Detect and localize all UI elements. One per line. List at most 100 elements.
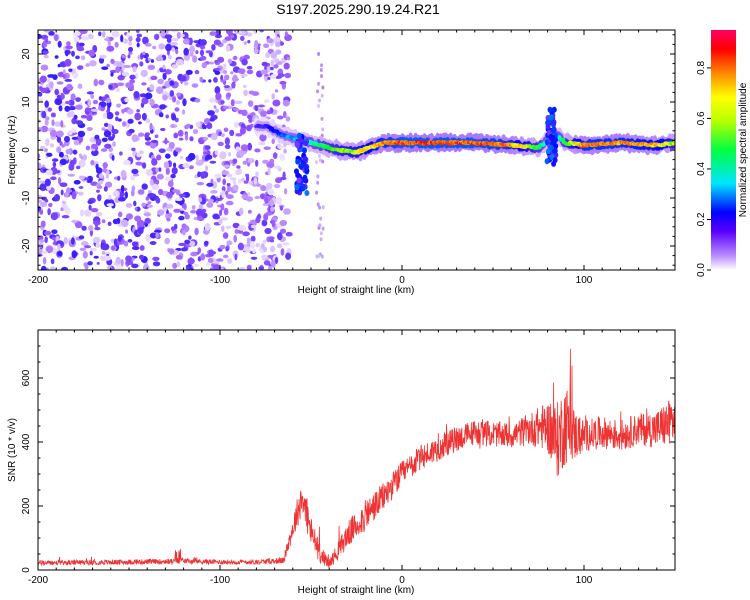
spectrogram-noise-blob [176, 92, 182, 97]
spectrogram-noise-blob [140, 69, 148, 78]
spectrogram-noise-blob [228, 151, 231, 157]
spectrogram-noise-blob [92, 236, 101, 244]
spectrogram-cluster-blob [551, 119, 557, 126]
spectrogram-noise-blob [59, 158, 67, 166]
spectrogram-noise-blob [150, 141, 157, 149]
spectrogram-noise-blob [270, 260, 276, 268]
spectrogram-noise-blob [101, 127, 106, 131]
spectrogram-noise-blob [84, 209, 92, 217]
spectrogram-cluster-blob [304, 190, 310, 196]
spectrogram-noise-blob [255, 243, 261, 248]
spectrogram-noise-blob [273, 165, 282, 169]
spectrogram-noise-blob [246, 196, 254, 202]
spectrogram-noise-blob [316, 89, 319, 94]
spectrogram-noise-blob [248, 158, 255, 164]
spectrogram-noise-blob [260, 185, 267, 192]
spectrogram-noise-blob [233, 234, 237, 243]
spectrogram-noise-blob [191, 205, 196, 210]
spectrogram-noise-blob [112, 218, 119, 225]
spectrogram-noise-blob [200, 253, 206, 261]
spectrogram-noise-blob [222, 63, 227, 70]
spectrogram-noise-blob [176, 31, 182, 39]
spectrogram-noise-blob [130, 175, 136, 181]
spectrogram-noise-blob [242, 231, 250, 237]
spectrogram-noise-blob [63, 236, 68, 245]
spectrogram-noise-blob [321, 205, 325, 210]
spectrogram-noise-blob [155, 179, 160, 185]
spectrogram-noise-blob [252, 249, 256, 254]
spectrogram-noise-blob [317, 81, 321, 86]
spectrogram-noise-blob [218, 218, 223, 225]
spectrogram-noise-blob [254, 105, 259, 112]
spectrogram-noise-blob [234, 253, 238, 261]
spectrogram-noise-blob [220, 100, 225, 104]
spectrogram-noise-blob [171, 37, 179, 42]
spectrogram-noise-blob [64, 58, 72, 67]
spectrogram-noise-blob [81, 35, 90, 41]
spectrogram-noise-blob [164, 137, 168, 145]
spectrogram-noise-blob [38, 98, 43, 102]
spectrogram-noise-blob [78, 186, 84, 189]
spectrogram-noise-blob [77, 83, 83, 89]
spectrogram-noise-blob [102, 31, 106, 38]
spectrogram-noise-blob [275, 41, 281, 48]
spectrogram-noise-blob [71, 219, 78, 223]
spectrogram-noise-blob [71, 117, 77, 125]
spectrogram-cluster-blob [303, 177, 309, 184]
spectrogram-noise-blob [39, 183, 47, 191]
spectrogram-cluster-blob [548, 144, 554, 151]
spectrogram-noise-blob [156, 173, 164, 180]
spectrogram-noise-blob [157, 78, 164, 85]
spectrogram-noise-blob [195, 121, 201, 128]
spectrogram-noise-blob [135, 30, 140, 34]
spectrogram-noise-blob [70, 159, 75, 167]
spectrogram-noise-blob [243, 180, 249, 184]
spectrogram-noise-blob [265, 211, 273, 216]
spectrogram-noise-blob [279, 219, 287, 227]
spectrogram-noise-blob [320, 254, 324, 259]
spectrogram-noise-blob [98, 180, 104, 185]
spectrogram-noise-blob [125, 203, 133, 208]
spectrogram-noise-blob [103, 255, 112, 261]
spectrogram-noise-blob [158, 112, 164, 118]
spectrogram-noise-blob [147, 57, 152, 61]
spectrogram-noise-blob [248, 209, 252, 214]
spectrogram-noise-blob [144, 133, 150, 139]
spectrogram-noise-blob [120, 185, 125, 193]
spectrogram-noise-blob [56, 94, 62, 100]
spectrogram-noise-blob [90, 108, 99, 112]
spectrogram-noise-blob [65, 50, 69, 57]
spectrogram-noise-blob [160, 30, 169, 35]
spectrogram-noise-blob [196, 182, 205, 186]
spectrogram-noise-blob [76, 120, 83, 126]
spectrogram-noise-blob [214, 150, 219, 156]
spectrogram-noise-blob [249, 241, 256, 249]
spectrogram-noise-blob [113, 238, 118, 246]
spectrogram-noise-blob [61, 200, 67, 205]
spectrogram-noise-blob [261, 254, 268, 260]
spectrogram-noise-blob [226, 194, 234, 200]
spectrogram-noise-blob [316, 202, 320, 207]
spectrogram-noise-blob [188, 37, 193, 46]
snr-xtick-label: -200 [28, 575, 48, 586]
spectrogram-noise-blob [283, 62, 290, 70]
spectrogram-noise-blob [96, 261, 100, 265]
spectrogram-noise-blob [136, 109, 140, 113]
spectrogram-noise-blob [199, 39, 207, 46]
spectrogram-noise-blob [121, 71, 130, 77]
spectrogram-noise-blob [277, 232, 283, 241]
spectrogram-noise-blob [237, 242, 244, 251]
spectrogram-noise-blob [149, 179, 154, 186]
spectrogram-noise-blob [190, 210, 197, 214]
spectrogram-noise-blob [247, 100, 254, 107]
spectrogram-noise-blob [41, 110, 47, 119]
spectrogram-noise-blob [90, 160, 95, 166]
spectrogram-noise-blob [319, 237, 323, 242]
spectrogram-noise-blob [118, 190, 125, 198]
spectrogram-noise-blob [270, 66, 274, 71]
spectrogram-noise-blob [71, 128, 77, 133]
spectrogram-noise-blob [149, 122, 153, 131]
spectrogram-noise-blob [225, 225, 232, 230]
spectrogram-cluster-blob [302, 147, 307, 154]
spectrogram-noise-blob [195, 50, 199, 55]
